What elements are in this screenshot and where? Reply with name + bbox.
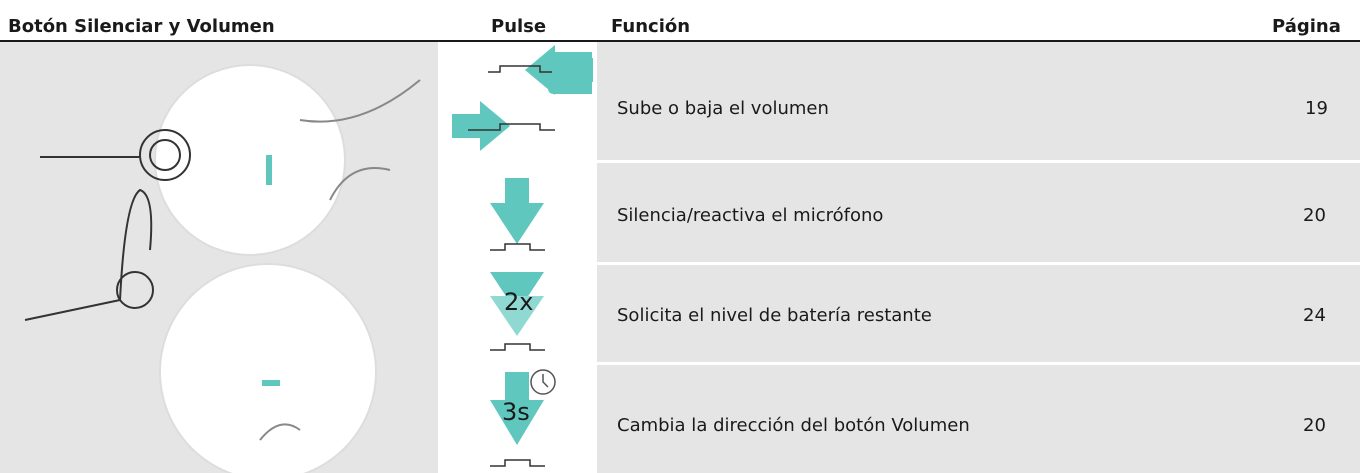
page-number: 20 — [1303, 415, 1326, 436]
function-text: Silencia/reactiva el micrófono — [617, 205, 884, 226]
press-icons — [452, 45, 593, 445]
row-cell — [597, 163, 1360, 262]
page-number: 20 — [1303, 205, 1326, 226]
icon-label: 3s — [502, 398, 530, 426]
header-rule — [0, 40, 1360, 42]
page-number: 24 — [1303, 305, 1326, 326]
column-header: Botón Silenciar y Volumen — [8, 16, 275, 37]
page-number: 19 — [1305, 98, 1328, 119]
column-header: Función — [611, 16, 691, 37]
function-text: Sube o baja el volumen — [617, 98, 829, 119]
column-header: Pulse — [491, 16, 547, 37]
row-cell — [597, 365, 1360, 473]
headset-illustration — [24, 64, 421, 473]
icon-label: 2x — [504, 288, 534, 316]
column-header: Página — [1272, 16, 1341, 37]
function-text: Cambia la dirección del botón Volumen — [617, 415, 970, 436]
function-text: Solicita el nivel de batería restante — [617, 305, 932, 326]
row-cell — [597, 265, 1360, 362]
button-lines — [468, 65, 556, 467]
row-cell — [597, 42, 1360, 160]
